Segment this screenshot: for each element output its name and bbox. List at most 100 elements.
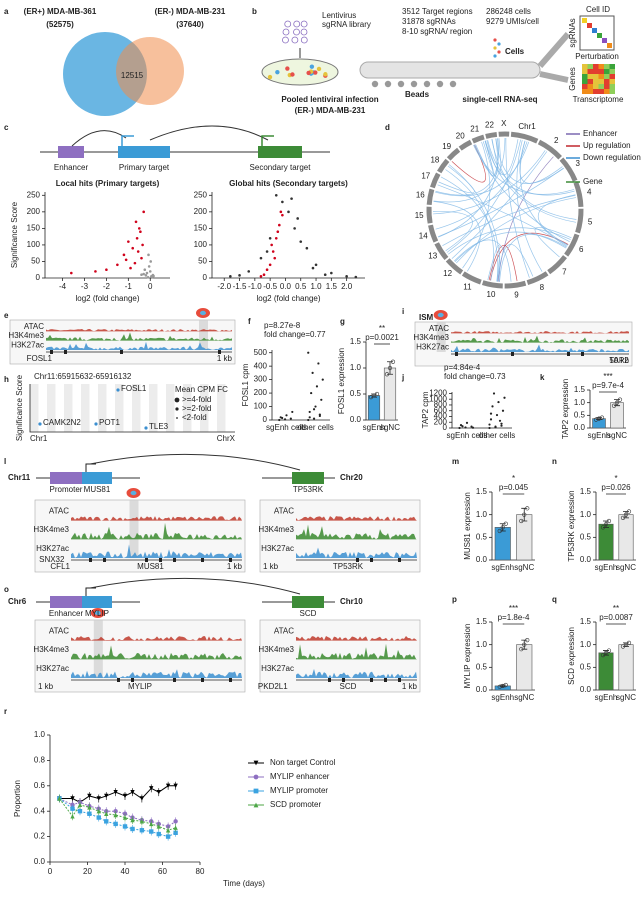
point: [501, 409, 505, 412]
y-axis-label: TAP2 expression: [561, 379, 570, 439]
x-tick-label: other cells: [297, 423, 333, 432]
hit-point: [144, 426, 148, 430]
chromosome-label: 9: [514, 290, 519, 299]
point: [124, 258, 128, 262]
point: [500, 424, 503, 427]
annotation: fold change=0.73: [444, 372, 506, 381]
virus: [300, 36, 308, 44]
point: [278, 418, 281, 422]
y-tick-label: 1.5: [476, 487, 488, 496]
ism-badge: ISM: [419, 313, 434, 322]
link: [451, 151, 548, 259]
y-tick-label: 0.0: [34, 857, 46, 866]
chart-title: Global hits (Secondary targets): [229, 179, 348, 188]
point: [133, 261, 137, 265]
x-tick-label: -2.0: [217, 282, 231, 291]
link: [487, 245, 500, 282]
track-signal: [46, 329, 232, 332]
heat-cell: [609, 79, 615, 84]
heat-cell: [604, 89, 610, 94]
point: [141, 243, 144, 247]
chromosome-label: 3: [575, 159, 580, 168]
y-tick-label: 200: [194, 207, 208, 216]
screen-stat: 8-10 sgRNA/ region: [402, 27, 472, 36]
y-tick-label: 0.0: [580, 685, 592, 694]
panel-letter: a: [4, 7, 9, 16]
chromosome-name: Chr20: [340, 473, 363, 482]
heat-cell: [598, 84, 604, 89]
replicate: [623, 642, 629, 647]
legend-label: Gene: [583, 177, 603, 186]
series-line: [58, 798, 176, 831]
track-signal: [71, 636, 242, 641]
heat-frame: [579, 15, 615, 51]
screen-stat: 286248 cells: [486, 7, 531, 16]
link: [433, 150, 546, 215]
link: [497, 156, 554, 282]
legend-label: Enhancer: [583, 129, 618, 138]
y-tick-label: 50: [31, 257, 40, 266]
series-line: [59, 798, 176, 838]
y-axis-label: SCD expression: [567, 627, 576, 685]
exon: [511, 352, 514, 356]
track-label: H3K27ac: [261, 544, 294, 553]
chromosome-label: 22: [485, 121, 494, 130]
point: [281, 416, 284, 420]
track-signal: [296, 524, 417, 540]
link: [462, 141, 491, 269]
y-axis-label: Significance Score: [15, 374, 24, 441]
y-tick-label: 100: [27, 240, 41, 249]
virus: [293, 28, 300, 36]
track-frame: [9, 319, 236, 365]
x-tick-label: -1: [125, 282, 133, 291]
exon: [581, 352, 584, 356]
chromosome-arc: [461, 271, 482, 285]
panel-letter: o: [4, 585, 9, 594]
heat-cell: [593, 84, 599, 89]
y-tick-label: 0.0: [476, 555, 488, 564]
y-tick-label: 150: [27, 223, 41, 232]
virus: [300, 28, 308, 36]
replicate: [390, 359, 396, 364]
y-tick-label: 200: [27, 207, 41, 216]
y-axis-label: MYLIP expression: [463, 624, 472, 689]
replicate: [623, 512, 629, 517]
chromosome-arc: [575, 208, 584, 234]
legend-label: >=4-fold: [182, 395, 211, 404]
y-tick-label: 0.5: [350, 389, 362, 398]
legend-label: >=2-fold: [182, 404, 211, 413]
screen-text: Cell ID: [586, 5, 610, 14]
target-box: [292, 596, 324, 608]
legend-marker: [253, 774, 259, 780]
heat-cell: [587, 74, 593, 79]
link: [454, 231, 567, 263]
point: [151, 273, 155, 277]
link: [433, 200, 481, 272]
panel-letter: k: [540, 373, 545, 382]
axis: [211, 192, 365, 279]
x-tick-label: -0.5: [263, 282, 277, 291]
scale-bar-label: 1 kb: [227, 562, 243, 571]
x-tick-label: -1.0: [248, 282, 262, 291]
point: [270, 243, 273, 247]
replicate: [606, 518, 612, 524]
replicate: [497, 684, 502, 689]
point: [70, 271, 73, 275]
point: [273, 256, 277, 260]
annotation: p=4.84e-4: [444, 363, 481, 372]
chromosome-band: [98, 384, 107, 432]
track-label: ATAC: [274, 626, 294, 635]
exon: [64, 350, 67, 354]
link: [505, 138, 530, 278]
scale-bar-label: 1 kb: [263, 562, 279, 571]
scale-bar-label: 1 kb: [402, 682, 418, 691]
point: [274, 237, 278, 240]
y-tick-label: 1.5: [574, 385, 586, 394]
chromosome-arc: [564, 233, 580, 257]
x-tick-label: sgEnh: [595, 563, 618, 572]
link: [475, 140, 494, 177]
y-tick-label: 0.6: [34, 781, 46, 790]
y-tick-label: 0: [203, 273, 208, 282]
panel-letter: b: [252, 7, 257, 16]
virus: [284, 20, 292, 28]
